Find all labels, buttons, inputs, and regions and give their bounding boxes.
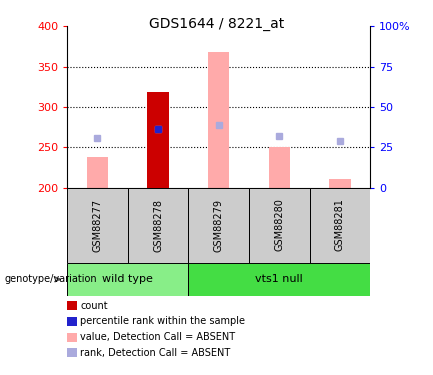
Text: vts1 null: vts1 null	[255, 274, 303, 284]
Bar	[147, 131, 169, 188]
Text: percentile rank within the sample: percentile rank within the sample	[80, 316, 245, 326]
Text: count: count	[80, 301, 108, 310]
Bar	[310, 188, 370, 262]
Text: GSM88279: GSM88279	[213, 198, 224, 252]
Text: GDS1644 / 8221_at: GDS1644 / 8221_at	[149, 17, 284, 31]
Bar	[67, 262, 188, 296]
Text: GSM88280: GSM88280	[274, 199, 284, 251]
Text: GSM88281: GSM88281	[335, 199, 345, 251]
Bar	[128, 188, 188, 262]
Text: genotype/variation: genotype/variation	[4, 274, 97, 284]
Bar	[147, 92, 169, 188]
Bar	[87, 157, 108, 188]
Text: rank, Detection Call = ABSENT: rank, Detection Call = ABSENT	[80, 348, 230, 358]
Bar	[188, 188, 249, 262]
Text: GSM88278: GSM88278	[153, 198, 163, 252]
Bar	[329, 180, 350, 188]
Text: GSM88277: GSM88277	[92, 198, 103, 252]
Bar	[67, 188, 128, 262]
Text: value, Detection Call = ABSENT: value, Detection Call = ABSENT	[80, 332, 235, 342]
Bar	[249, 188, 310, 262]
Bar	[208, 52, 229, 188]
Bar	[188, 262, 370, 296]
Bar	[268, 147, 290, 188]
Text: wild type: wild type	[102, 274, 153, 284]
